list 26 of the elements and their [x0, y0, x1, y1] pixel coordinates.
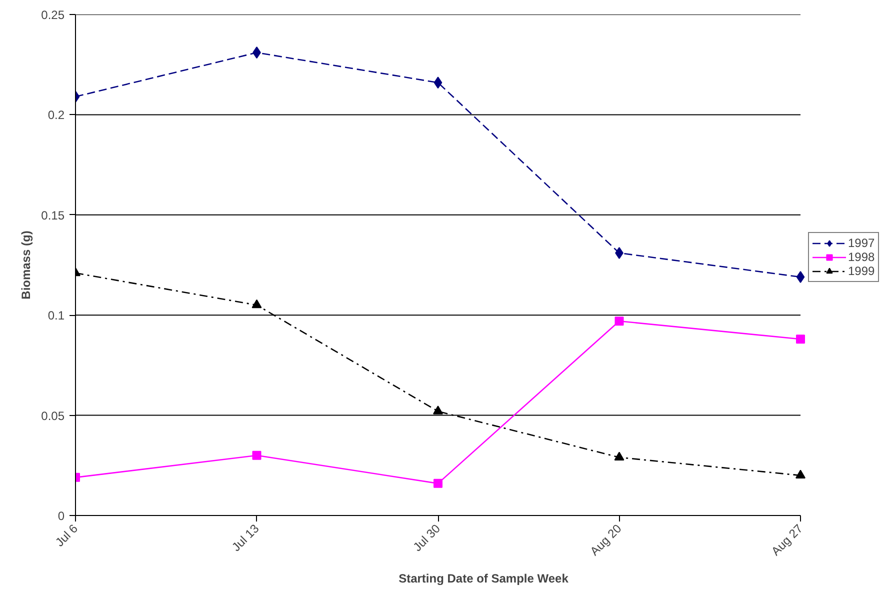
x-axis-title: Starting Date of Sample Week [398, 571, 569, 586]
x-tick-label: Jul 6 [52, 521, 81, 550]
legend-label: 1997 [848, 236, 875, 250]
point [614, 316, 624, 326]
point [252, 299, 262, 308]
x-tick-label: Jul 13 [229, 521, 262, 554]
x-tick-label: Aug 27 [768, 521, 806, 558]
y-axis-title: Biomass (g) [19, 230, 34, 300]
point [796, 334, 805, 344]
point [796, 470, 806, 479]
point [434, 478, 442, 488]
y-tick-label: 0.1 [48, 308, 65, 323]
y-tick-label: 0.05 [41, 408, 65, 423]
point [796, 271, 805, 284]
point [434, 76, 442, 89]
y-tick-label: 0 [58, 509, 65, 523]
x-tick-label: Aug 20 [587, 521, 624, 558]
y-tick-label: 0.2 [48, 108, 65, 122]
x-tick-label: Jul 30 [410, 521, 444, 554]
point [433, 406, 443, 414]
point [614, 452, 624, 460]
point [252, 450, 262, 460]
legend-label: 1999 [848, 264, 875, 278]
legend-label: 1998 [848, 250, 875, 264]
y-tick-label: 0.15 [41, 208, 65, 222]
y-tick-label: 0.25 [41, 8, 65, 22]
